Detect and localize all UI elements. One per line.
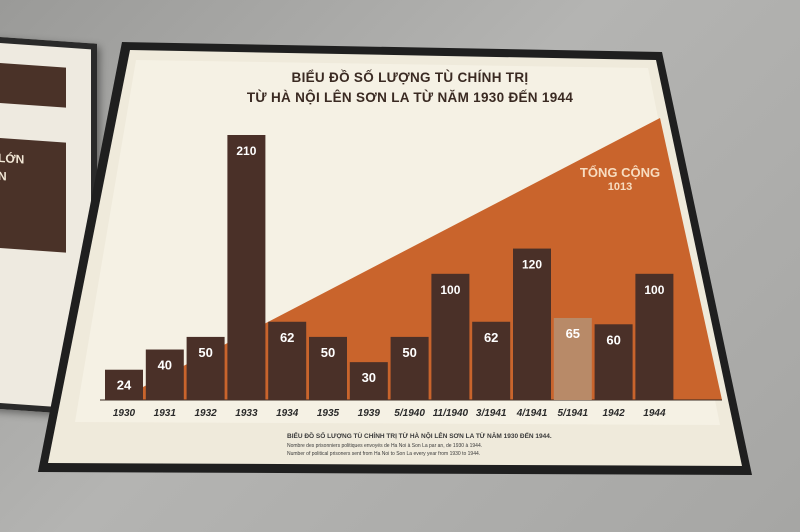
bar-value-label: 24 xyxy=(117,378,132,393)
x-tick-label: 1931 xyxy=(154,408,177,419)
bar-1934 xyxy=(268,321,307,400)
x-tick-label: 1935 xyxy=(317,408,340,419)
caption-french: Nombre des prisonniers politiques envoyé… xyxy=(287,443,483,449)
x-tick-label: 1939 xyxy=(358,408,381,419)
bar-5-1940 xyxy=(390,336,429,400)
bar-value-label: 50 xyxy=(321,345,335,360)
bar-1931 xyxy=(145,349,184,400)
bar-1942 xyxy=(594,324,633,400)
bar-1944 xyxy=(635,273,674,400)
bar-1939 xyxy=(349,362,388,400)
bar-value-label: 50 xyxy=(402,345,416,360)
x-tick-label: 5/1941 xyxy=(558,408,589,419)
bar-value-label: 62 xyxy=(280,330,294,345)
x-tick-label: 1930 xyxy=(113,408,136,419)
chart-title-line1: BIỂU ĐỒ SỐ LƯỢNG TÙ CHÍNH TRỊ xyxy=(291,70,529,85)
bar-1933 xyxy=(227,135,266,400)
x-tick-label: 3/1941 xyxy=(476,408,507,419)
bar-value-label: 210 xyxy=(236,144,256,158)
bar-value-label: 40 xyxy=(158,358,172,373)
x-tick-label: 1933 xyxy=(235,408,258,419)
bar-1930 xyxy=(105,369,143,400)
total-label: TỔNG CỘNG xyxy=(579,165,661,180)
caption-english: Number of political prisoners sent from … xyxy=(287,451,481,457)
bar-value-label: 100 xyxy=(644,283,664,297)
bar-11-1940 xyxy=(431,273,470,400)
bar-value-label: 50 xyxy=(198,345,212,360)
x-tick-label: 1944 xyxy=(643,408,666,419)
bar-value-label: 120 xyxy=(522,258,542,272)
bar-1932 xyxy=(186,336,225,400)
bar-value-label: 65 xyxy=(566,326,580,341)
caption-vietnamese: BIỂU ĐỒ SỐ LƯỢNG TÙ CHÍNH TRỊ TỪ HÀ NỘI … xyxy=(287,433,552,440)
bar-1935 xyxy=(309,336,347,400)
x-tick-label: 5/1940 xyxy=(394,408,425,419)
total-value: 1013 xyxy=(607,181,633,193)
x-tick-label: 1942 xyxy=(602,408,625,419)
chart-title-line2: TỪ HÀ NỘI LÊN SƠN LA TỪ NĂM 1930 ĐẾN 194… xyxy=(246,90,574,105)
x-tick-label: 1934 xyxy=(276,408,299,419)
bar-value-label: 62 xyxy=(484,330,498,345)
x-tick-label: 11/1940 xyxy=(433,408,469,419)
bar-value-label: 100 xyxy=(440,283,460,297)
x-tick-label: 4/1941 xyxy=(516,408,548,419)
bar-5-1941 xyxy=(553,317,592,400)
bar-value-label: 60 xyxy=(606,332,620,347)
bar-3-1941 xyxy=(472,321,511,400)
bar-4-1941 xyxy=(513,248,551,400)
bars-group: 24 1930 40 1931 50 1932 210 1933 62 1934 50 1935 30 1… xyxy=(105,135,674,419)
bar-value-label: 30 xyxy=(362,370,376,385)
x-tick-label: 1932 xyxy=(194,408,217,419)
